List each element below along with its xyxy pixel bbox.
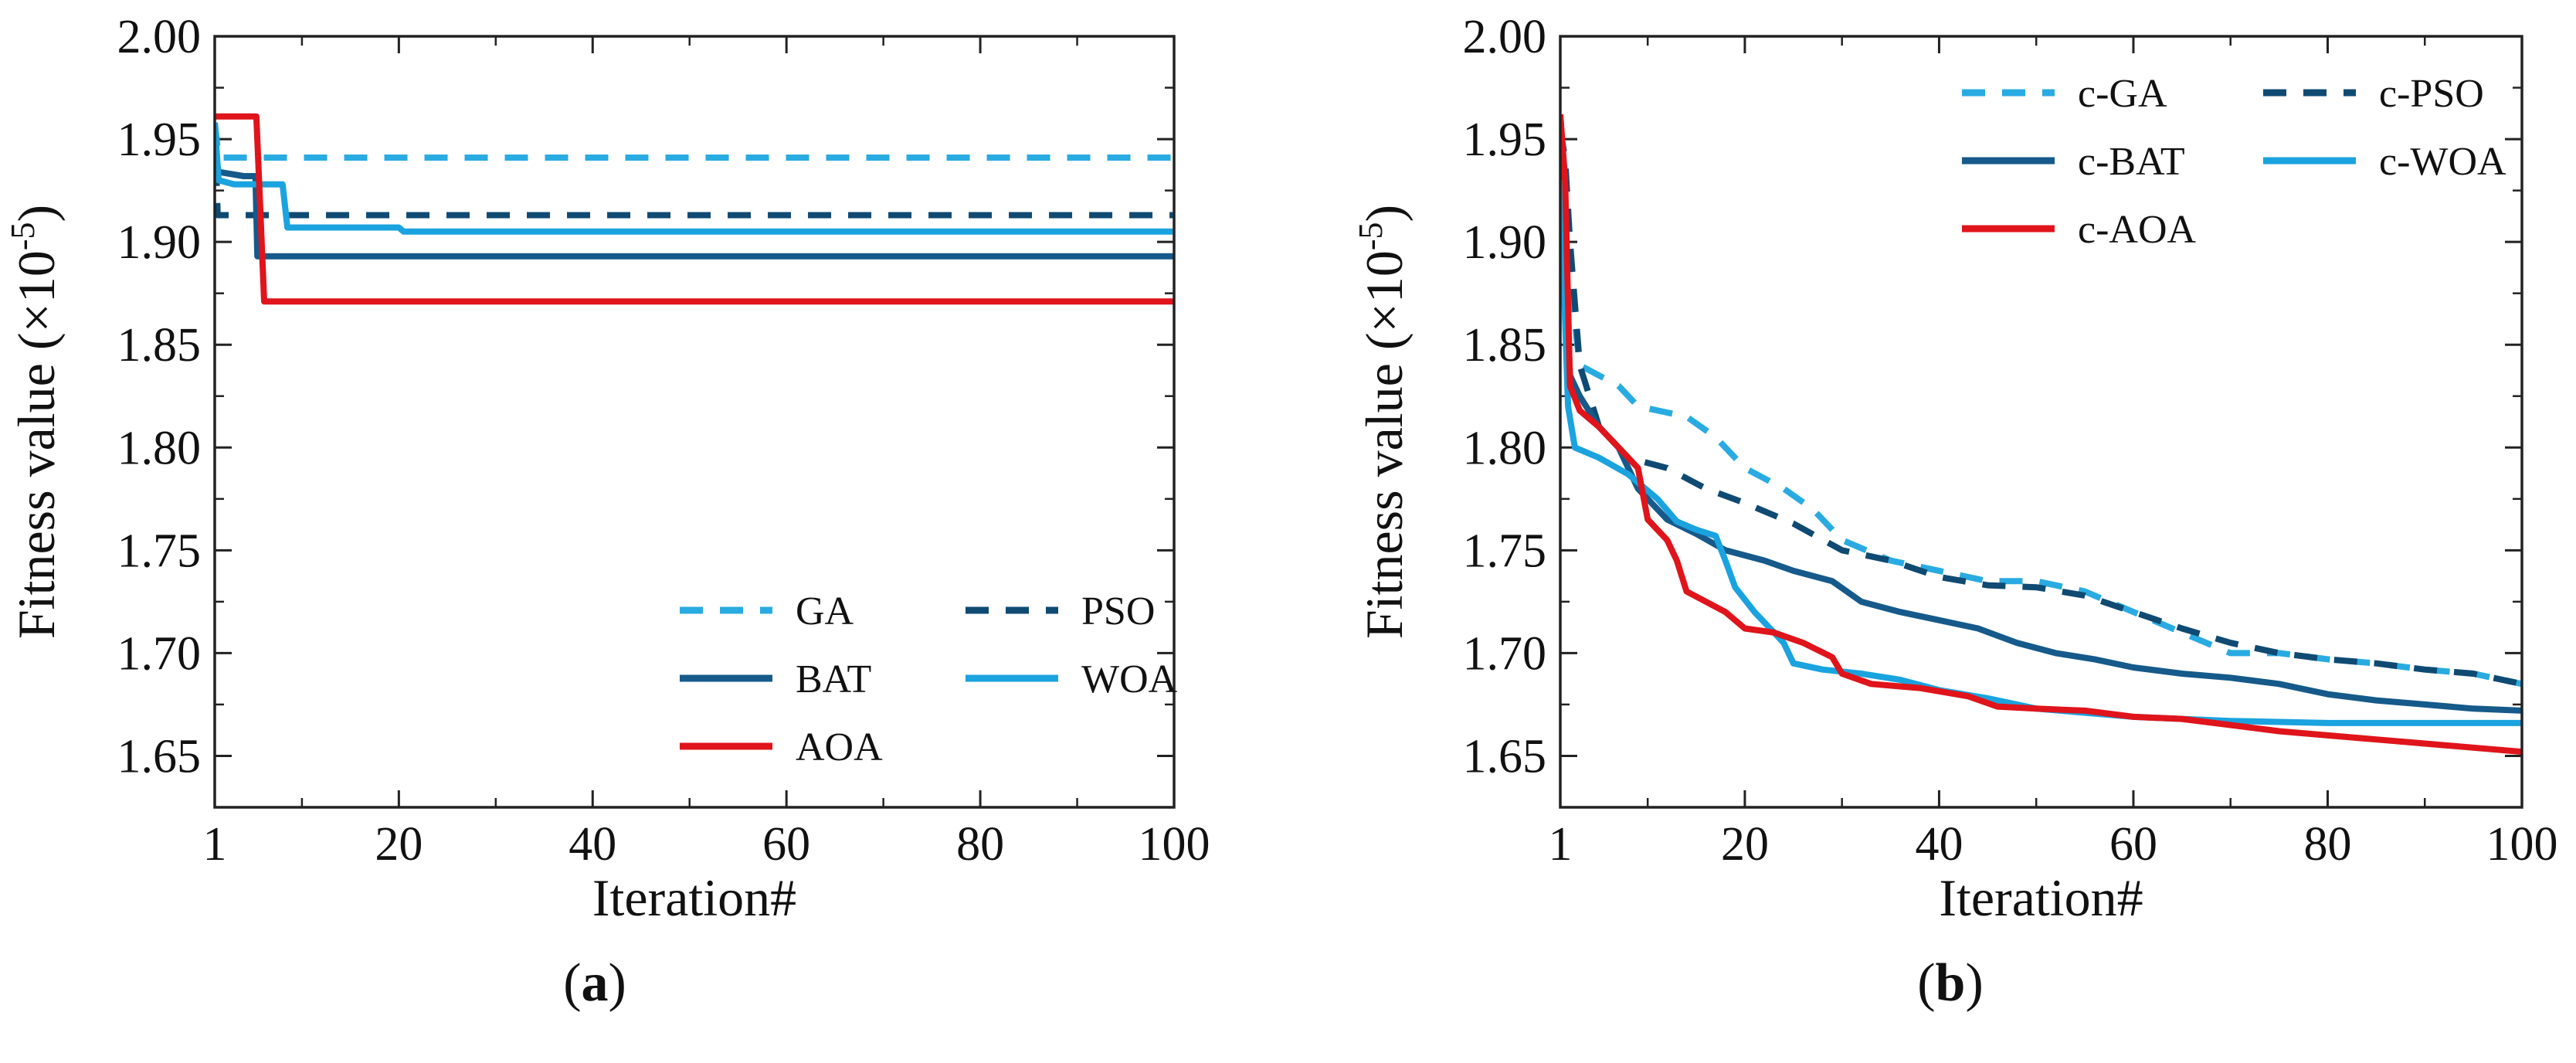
legend-label-aoa: AOA <box>796 725 883 769</box>
panel-label: (b) <box>1917 953 1984 1013</box>
y-axis-title: Fitness value (×10-5) <box>4 205 66 639</box>
legend: GA PSO BAT WOA AOA <box>680 589 1178 769</box>
legend-label-c-woa: c-WOA <box>2379 140 2506 184</box>
x-tick-label: 80 <box>956 818 1004 871</box>
panel-label-letter: b <box>1936 953 1966 1013</box>
panel-label-letter: a <box>582 953 609 1013</box>
x-tick-label: 100 <box>1139 818 1210 871</box>
y-axis-title-text: Fitness value (×10 <box>1355 250 1414 639</box>
y-tick-label: 1.80 <box>117 422 202 474</box>
series-line-pso <box>215 122 1174 219</box>
series-line-bat <box>215 151 1174 260</box>
panel-label-open: ( <box>563 953 581 1013</box>
x-tick-label: 40 <box>568 818 616 871</box>
x-tick-label: 1 <box>1549 818 1573 871</box>
x-tick-label: 40 <box>1915 818 1963 871</box>
legend-label-c-aoa: c-AOA <box>2078 208 2197 252</box>
chart-panel-a: 1 20 40 60 80 100 1.65 1.70 1.75 1.80 1.85 1.90 1.95… <box>4 11 1210 1013</box>
y-axis-title-text: Fitness value (×10 <box>7 250 66 639</box>
panel-label-close: ) <box>609 953 626 1013</box>
series-line-ga <box>215 122 1174 161</box>
y-tick-label: 1.90 <box>117 216 202 269</box>
y-axis-title: Fitness value (×10-5) <box>1352 205 1414 639</box>
legend-label-c-ga: c-GA <box>2078 72 2167 116</box>
panel-label: (a) <box>563 953 626 1013</box>
x-axis-title: Iteration# <box>592 868 796 927</box>
y-tick-label: 1.75 <box>1463 525 1547 577</box>
x-tick-label: 20 <box>1721 818 1769 871</box>
legend-label-ga: GA <box>796 589 854 633</box>
y-tick-label: 1.95 <box>117 114 202 166</box>
y-tick-label: 1.70 <box>117 627 202 680</box>
x-tick-label: 80 <box>2303 818 2351 871</box>
y-tick-label: 1.65 <box>1463 730 1547 783</box>
y-tick-label: 1.90 <box>1463 216 1547 269</box>
y-tick-label: 1.85 <box>1463 319 1547 372</box>
x-tick-label: 60 <box>2109 818 2157 871</box>
y-axis-title-close: ) <box>7 205 66 222</box>
y-axis-title-exponent: -5 <box>4 222 42 251</box>
x-tick-label: 60 <box>762 818 810 871</box>
legend-label-woa: WOA <box>1081 657 1178 701</box>
y-tick-label: 2.00 <box>117 11 202 63</box>
plot-frame <box>1559 35 2523 809</box>
plot-frame <box>213 35 1176 809</box>
series-line-c-woa <box>1560 180 2522 726</box>
panel-label-close: ) <box>1965 953 1983 1013</box>
y-tick-label: 2.00 <box>1463 11 1547 63</box>
legend-label-c-bat: c-BAT <box>2078 140 2185 184</box>
y-tick-label: 1.95 <box>1463 114 1547 166</box>
y-tick-label: 1.75 <box>117 525 202 577</box>
y-tick-label: 1.70 <box>1463 627 1547 680</box>
y-axis-title-exponent: -5 <box>1352 222 1390 251</box>
legend-label-bat: BAT <box>796 657 871 701</box>
chart-panel-b: 1 20 40 60 80 100 1.65 1.70 1.75 1.80 1.85 1.90 1.95… <box>1352 11 2558 1013</box>
y-tick-label: 1.65 <box>117 730 202 783</box>
legend: c-GA c-PSO c-BAT c-WOA c-AOA <box>1962 72 2506 252</box>
legend-label-pso: PSO <box>1081 589 1155 633</box>
y-axis-title-close: ) <box>1355 205 1414 222</box>
x-axis-title: Iteration# <box>1939 868 2143 927</box>
series-line-c-aoa <box>1560 114 2522 756</box>
series-line-aoa <box>215 113 1174 305</box>
series-line-woa <box>215 122 1174 235</box>
x-tick-label: 100 <box>2486 818 2558 871</box>
x-tick-label: 1 <box>203 818 227 871</box>
y-tick-label: 1.80 <box>1463 422 1547 474</box>
legend-label-c-pso: c-PSO <box>2379 72 2484 116</box>
y-tick-label: 1.85 <box>117 319 202 372</box>
panel-label-open: ( <box>1917 953 1935 1013</box>
series-line-c-bat <box>1560 149 2522 714</box>
x-tick-label: 20 <box>375 818 423 871</box>
